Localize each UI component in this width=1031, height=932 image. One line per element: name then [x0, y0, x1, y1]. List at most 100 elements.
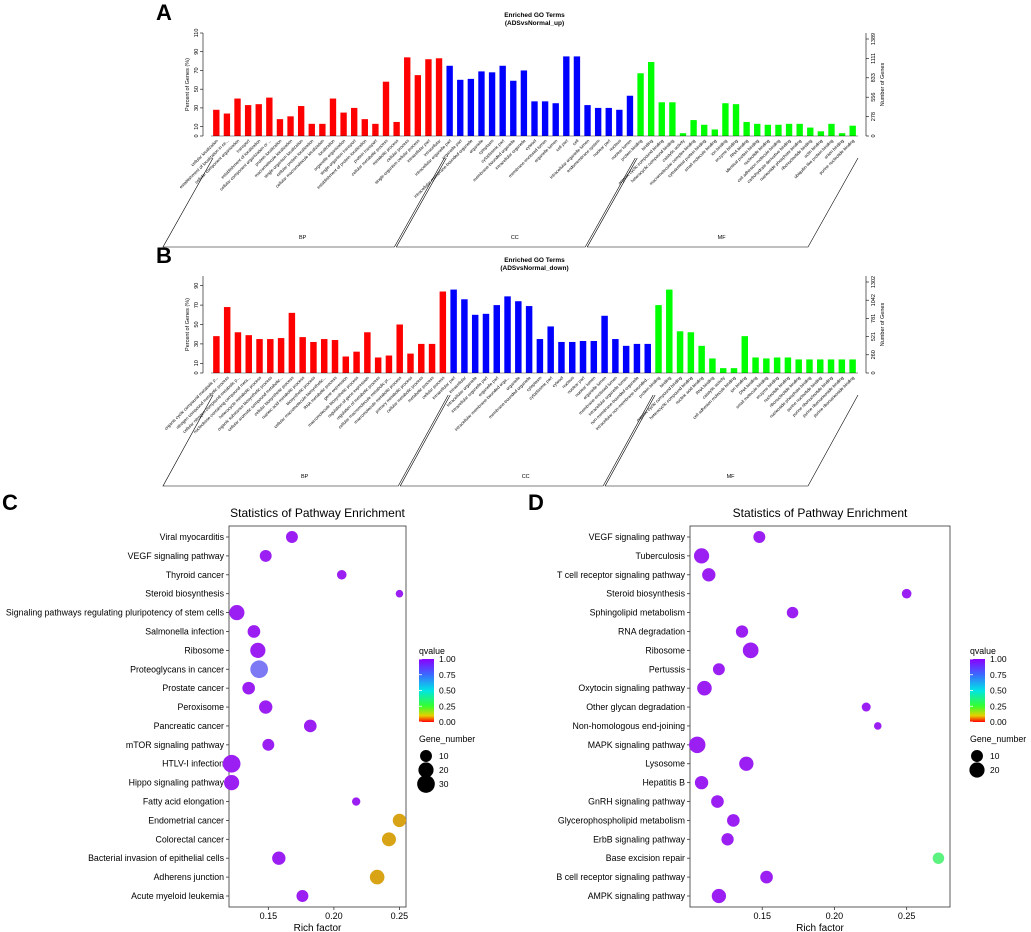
- bar: [467, 78, 475, 136]
- bar: [418, 343, 425, 373]
- bar: [435, 58, 443, 137]
- bar: [425, 59, 432, 136]
- bar: [299, 337, 306, 373]
- colorbar-tick-label: 1.00: [990, 654, 1007, 664]
- left-tick-label: 90: [194, 49, 200, 55]
- pathway-point: [697, 680, 712, 696]
- bar: [234, 98, 241, 136]
- x-tick-label: 0.15: [753, 911, 771, 921]
- group-label: BP: [301, 474, 309, 480]
- pathway-point: [242, 681, 255, 695]
- colorbar-tick-label: 0.25: [990, 701, 1007, 711]
- bar: [594, 107, 602, 136]
- bar: [320, 339, 328, 373]
- right-tick-label: 521: [871, 332, 877, 341]
- bar: [547, 326, 554, 373]
- bar: [655, 305, 662, 373]
- right-axis-title: Number of Genes: [880, 303, 886, 347]
- panel-label-d: D: [528, 490, 544, 515]
- group-bracket: [399, 394, 654, 487]
- bar: [687, 332, 695, 373]
- bar: [563, 56, 570, 137]
- pathway-point: [247, 625, 261, 638]
- pathway-point: [694, 775, 709, 790]
- go-bar-chart-down: Enriched GO Terms(ADSvsNormal_down) 0 10 30…: [162, 257, 886, 487]
- colorbar-tick-label: 0.00: [990, 717, 1007, 727]
- bar: [267, 339, 274, 373]
- pathway-scatter-c: Statistics of Pathway Enrichment 0.15 0.20…: [6, 506, 475, 932]
- right-tick-label: 278: [871, 112, 877, 121]
- pathway-point: [303, 719, 317, 733]
- pathway-label: GnRH signaling pathway: [588, 797, 685, 807]
- bar: [342, 356, 350, 373]
- bar: [709, 358, 716, 373]
- bar: [676, 331, 684, 373]
- pathway-label: Non-homologous end-joining: [573, 721, 686, 731]
- pathway-point: [395, 589, 404, 598]
- pathway-label: Hepatitis B: [642, 778, 685, 788]
- group-label: MF: [718, 235, 727, 241]
- bar: [223, 307, 231, 373]
- bar: [393, 121, 400, 136]
- pathway-label: Bacterial invasion of epithelial cells: [88, 853, 225, 863]
- bar: [730, 368, 738, 373]
- bar: [536, 339, 544, 373]
- right-tick-label: 1389: [871, 33, 877, 45]
- bar: [806, 359, 813, 373]
- bar: [493, 305, 500, 373]
- left-tick-label: 90: [194, 283, 200, 289]
- pathway-label: Fatty acid elongation: [143, 797, 224, 807]
- qvalue-legend-title: qvalue: [419, 646, 445, 656]
- left-tick-label: 30: [194, 105, 200, 111]
- group-bracket: [395, 157, 636, 248]
- pathway-label: Colorectal cancer: [156, 834, 225, 844]
- plot-panel: [689, 525, 951, 908]
- bar: [732, 104, 740, 136]
- bar: [277, 338, 285, 373]
- pathway-label: Signaling pathways regulating pluripoten…: [6, 608, 225, 618]
- pathway-label: AMPK signaling pathway: [588, 891, 686, 901]
- pathway-label: MAPK signaling pathway: [588, 740, 686, 750]
- bar: [637, 73, 644, 136]
- bar: [764, 124, 772, 136]
- bar: [329, 98, 337, 136]
- bar: [297, 106, 305, 136]
- bar: [773, 357, 781, 373]
- left-tick-label: 0: [194, 134, 200, 137]
- pathway-label: Adherens junction: [154, 872, 225, 882]
- pathway-point: [222, 754, 241, 773]
- bar: [353, 351, 360, 373]
- pathway-point: [392, 813, 407, 828]
- right-tick-label: 833: [871, 73, 877, 82]
- bar: [266, 97, 273, 136]
- chart-subtitle: (ADSvsNormal_up): [505, 20, 564, 27]
- bar: [404, 57, 411, 136]
- bar: [407, 353, 414, 373]
- pathway-point: [259, 700, 273, 714]
- bar: [701, 124, 708, 136]
- bar: [255, 104, 262, 136]
- pathway-label: Oxytocin signaling pathway: [578, 683, 685, 693]
- bar: [385, 355, 393, 373]
- bar: [763, 358, 770, 373]
- bar: [605, 107, 612, 136]
- right-tick-label: 260: [871, 350, 877, 359]
- group-label: MF: [727, 474, 736, 480]
- bar: [372, 123, 379, 136]
- bar: [569, 341, 576, 373]
- chart-title: Statistics of Pathway Enrichment: [230, 506, 405, 520]
- bar: [573, 56, 581, 137]
- colorbar-tick-label: 1.00: [439, 654, 456, 664]
- pathway-point: [296, 890, 309, 902]
- bar: [276, 119, 284, 136]
- category-label: establishment of localization in ce...: [178, 138, 229, 189]
- pathway-label: Glycerophospholipid metabolism: [558, 815, 685, 825]
- bar: [319, 123, 326, 136]
- bar: [439, 291, 447, 373]
- pathway-label: Sphingolipid metabolism: [590, 608, 685, 618]
- pathway-point: [727, 814, 740, 827]
- left-tick-label: 0: [194, 371, 200, 374]
- bar: [647, 62, 655, 137]
- bar: [374, 357, 382, 373]
- size-legend-dot: [420, 750, 432, 762]
